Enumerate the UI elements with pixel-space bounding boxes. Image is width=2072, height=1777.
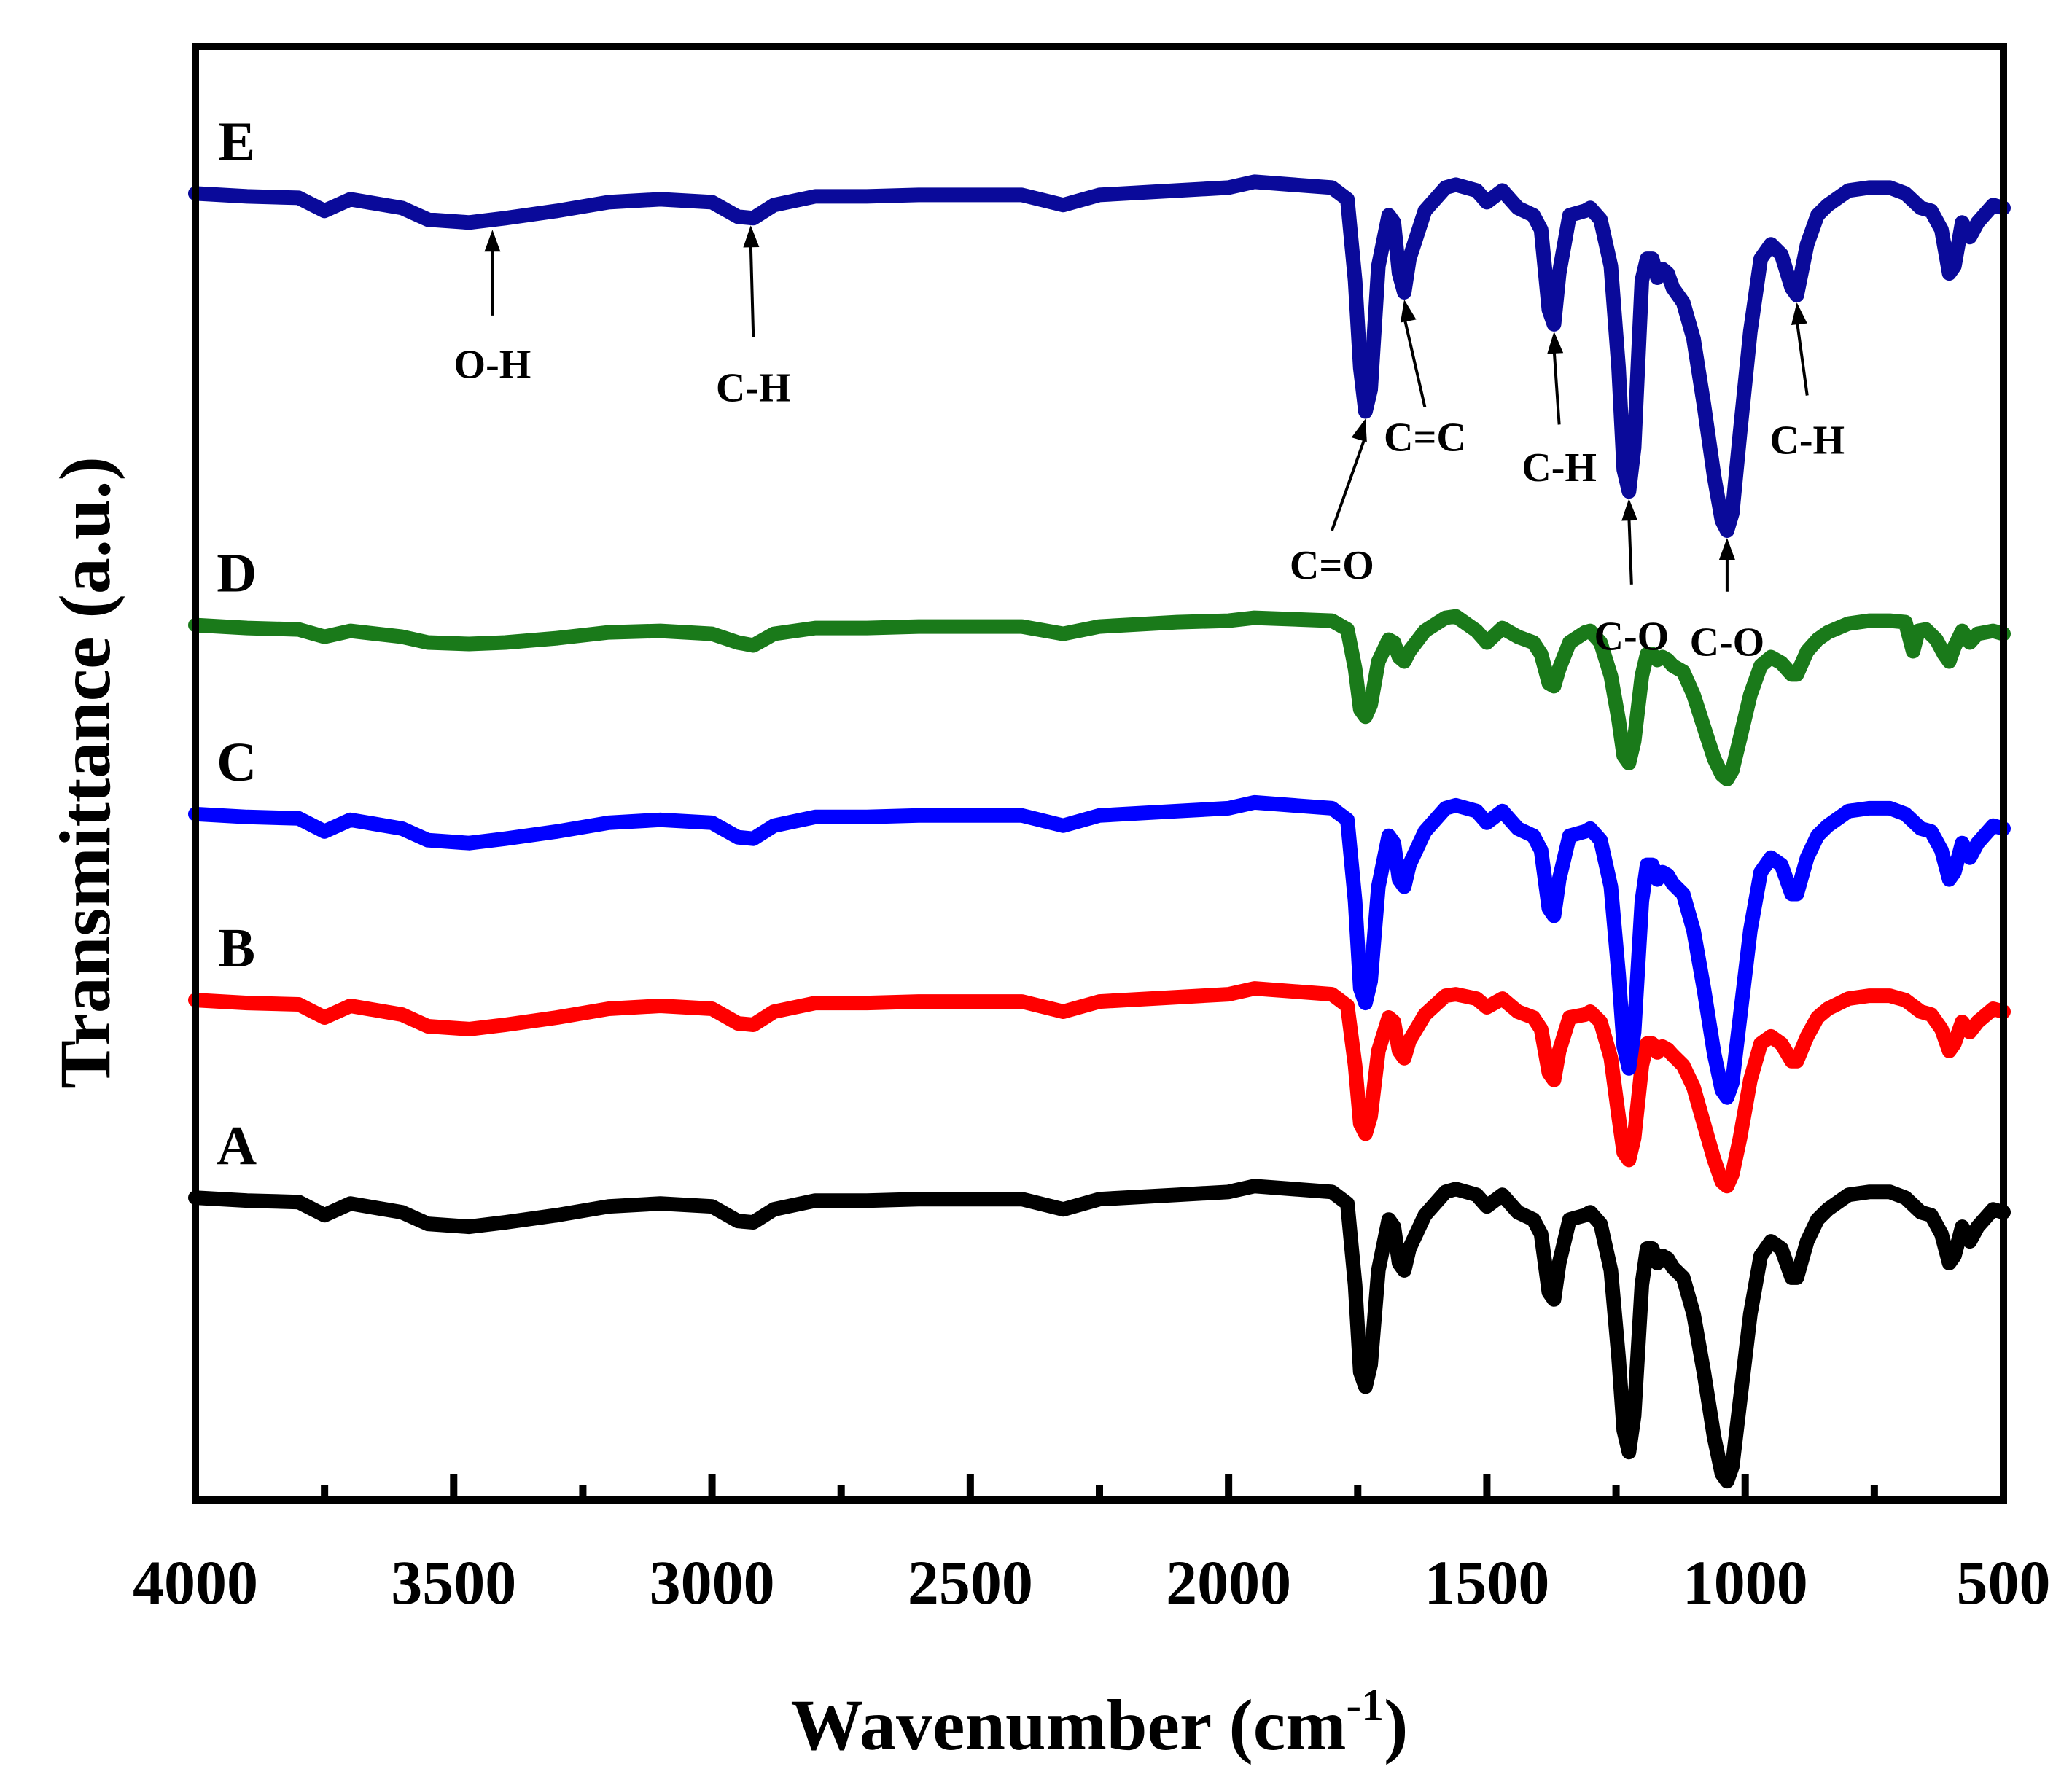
annotation-arrowhead [1547,331,1564,354]
plot-frame [192,43,2007,1504]
series-label-b: B [218,918,255,979]
annotation-arrow [1403,316,1427,407]
annotation-label: C-O [1690,620,1765,665]
series-label-c: C [217,732,257,793]
x-tick-labels: 4000 3500 3000 2500 2000 1500 1000 500 [133,1547,2051,1617]
annotation-arrow [749,243,755,337]
peak-annotations: O-H C-H C=O C=C C-H C-O C-O C-H [454,225,1845,665]
x-tick-label: 2000 [1166,1547,1291,1617]
y-axis-title: Transmittance (a.u.) [44,456,125,1088]
annotation-label: C-H [1522,445,1597,491]
annotation-label: O-H [454,343,531,388]
x-axis-title: Wavenumber (cm-1) [791,1681,1409,1765]
annotation-arrow [1627,516,1633,585]
annotation-arrowhead [743,225,760,248]
annotation-arrowhead [1718,538,1735,561]
x-tick-label: 1000 [1683,1547,1808,1617]
series-label-d: D [217,543,257,604]
series-line-b [188,981,2011,1194]
x-tick-label: 4000 [133,1547,258,1617]
annotation-arrowhead [1351,418,1367,442]
series-line-a [188,1179,2011,1489]
x-tick-label: 500 [1957,1547,2051,1617]
series-lines [188,174,2011,1489]
series-line-e [188,174,2011,538]
series-label-a: A [217,1115,257,1176]
series-label-e: E [218,111,255,172]
annotation-label: C-O [1594,614,1670,660]
series-line-d [188,609,2011,786]
series-labels: A B C D E [217,111,257,1176]
annotation-label: C-H [1769,418,1845,463]
annotation-arrowhead [1400,299,1417,323]
x-tick-label: 2500 [908,1547,1033,1617]
x-tick-label: 3500 [391,1547,516,1617]
series-line-c [188,794,2011,1105]
annotation-arrowhead [1791,302,1807,326]
annotation-label: C-H [716,366,791,411]
annotation-arrow [1552,348,1561,425]
annotation-label: C=O [1290,543,1374,588]
annotation-label: C=C [1384,415,1466,460]
annotation-arrowhead [484,230,501,252]
x-tick-label: 1500 [1424,1547,1549,1617]
annotation-arrowhead [1621,499,1638,521]
annotation-arrow [1795,319,1809,396]
x-tick-label: 3000 [650,1547,775,1617]
annotation-arrow [1330,435,1367,531]
